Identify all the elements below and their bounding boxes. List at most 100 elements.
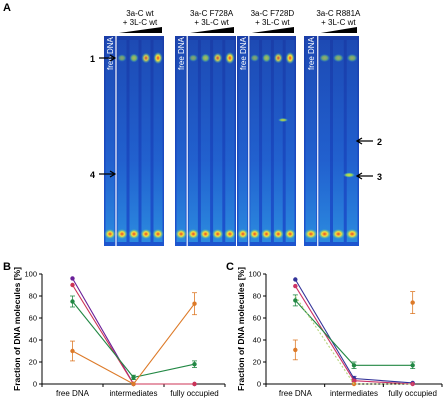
free-dna-band (261, 229, 272, 239)
free-dna-band (318, 229, 331, 239)
free-dna-band (116, 229, 128, 239)
gel-title: 3a-C wt (126, 9, 154, 18)
marker-4: 4 (90, 170, 117, 180)
data-point (192, 301, 197, 306)
complex-band (153, 52, 163, 64)
data-point (293, 298, 298, 303)
free-dna-band (199, 229, 212, 239)
lane-label-free-dna: free DNA (106, 36, 115, 70)
titration-wedge (190, 27, 234, 33)
lane-label-free-dna: free DNA (177, 36, 186, 70)
y-tick-label: 20 (253, 358, 261, 367)
gel-lane (141, 40, 151, 242)
category-label: fully occupied (388, 389, 436, 398)
data-point (351, 363, 357, 368)
marker-1-label: 1 (90, 54, 95, 64)
chart-panel-b: B 0 20 40 60 80 100 free DNA intermediates fully … (3, 261, 226, 398)
complex-band (333, 53, 344, 63)
titration-wedge (251, 27, 294, 33)
data-point (192, 362, 197, 367)
free-dna-band (224, 229, 236, 239)
gel-subtitle: + 3L-C wt (194, 18, 229, 27)
panel-a-letter: A (3, 2, 11, 14)
data-point (131, 381, 136, 387)
gel-subtitle: + 3L-C wt (123, 18, 158, 27)
gel-4: free DNA 3a-C R881A+ 3L-C wt (304, 9, 361, 246)
complex-band (213, 52, 223, 64)
gel-lane (225, 40, 235, 242)
marker-2-arrow (355, 137, 373, 145)
gel-lane (153, 40, 163, 242)
gel-title: 3a-C F728A (190, 9, 234, 18)
chart-panel-c: C 0 20 40 60 80 100 free DNA intermediates fully … (226, 261, 443, 398)
gel-2: free DNA 3a-C F728A+ 3L-C wt (175, 9, 236, 246)
complex-band (285, 52, 295, 64)
y-tick-label: 60 (253, 314, 261, 323)
category-label: fully occupied (170, 389, 218, 398)
series-line (72, 301, 195, 379)
data-point (131, 375, 136, 380)
y-tick-label: 80 (253, 292, 261, 301)
gel-title: 3a-C F728D (251, 9, 295, 18)
gel-lane (117, 40, 127, 242)
data-point (293, 277, 298, 282)
category-label: free DNA (279, 389, 313, 398)
y-tick-label: 0 (257, 380, 261, 389)
data-point (351, 378, 357, 383)
complex-band (273, 52, 283, 64)
panel-c-letter: C (226, 261, 234, 273)
free-dna-band (345, 229, 359, 239)
titration-wedge (119, 27, 162, 33)
gel-lane (305, 40, 317, 242)
gel-lane (319, 40, 330, 242)
category-label: intermediates (109, 389, 157, 398)
free-dna-band (152, 229, 164, 239)
data-point (70, 276, 75, 281)
gel-lane (250, 40, 260, 242)
marker-4-arrow (99, 170, 117, 178)
y-axis-label: Fraction of DNA molecules [%] (12, 267, 22, 391)
complex-band (141, 52, 151, 64)
complex-band (250, 54, 260, 62)
gel-lane (213, 40, 223, 242)
y-tick-label: 100 (248, 270, 261, 279)
y-tick-label: 0 (33, 380, 37, 389)
lane-label-free-dna: free DNA (307, 36, 316, 70)
series-4 (70, 292, 197, 387)
data-point (70, 348, 75, 354)
free-dna-band (237, 229, 249, 239)
series-line (294, 295, 413, 385)
series-line (72, 284, 195, 385)
y-tick-label: 20 (29, 358, 37, 367)
complex-band (346, 53, 358, 63)
free-dna-band (140, 229, 152, 239)
gel-lane (285, 40, 295, 242)
lane-label-free-dna: free DNA (239, 36, 248, 70)
gel-lane (188, 40, 198, 242)
complex-band (262, 53, 271, 63)
gel-lane (200, 40, 211, 242)
series-5 (294, 295, 413, 385)
free-dna-band (249, 229, 261, 239)
marker-3-label: 3 (377, 172, 382, 182)
marker-2-label: 2 (377, 137, 382, 147)
data-point (70, 282, 75, 288)
free-dna-band (304, 229, 318, 239)
free-dna-band (212, 229, 224, 239)
y-tick-label: 80 (29, 292, 37, 301)
y-tick-label: 100 (24, 270, 37, 279)
free-dna-band (104, 229, 116, 239)
panel-b-letter: B (3, 261, 11, 273)
data-point (293, 283, 298, 289)
complex-band (117, 54, 127, 62)
intermediate-band (343, 172, 356, 178)
free-dna-band (175, 229, 187, 239)
series-3 (292, 294, 416, 370)
gel-lane (262, 40, 271, 242)
data-point (192, 381, 197, 387)
series-line (294, 285, 413, 385)
gel-lane (238, 40, 248, 242)
data-point (70, 299, 75, 304)
y-axis-label: Fraction of DNA molecules [%] (236, 267, 246, 391)
